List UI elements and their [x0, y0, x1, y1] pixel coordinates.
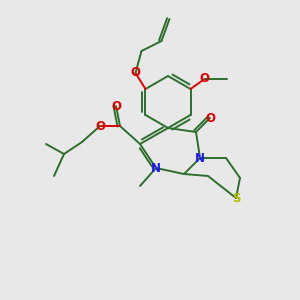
- Text: O: O: [130, 67, 140, 80]
- Text: O: O: [205, 112, 215, 124]
- Text: O: O: [95, 119, 105, 133]
- Text: N: N: [195, 152, 205, 164]
- Text: O: O: [200, 73, 209, 85]
- Text: O: O: [111, 100, 121, 112]
- Text: N: N: [151, 161, 161, 175]
- Text: S: S: [232, 191, 240, 205]
